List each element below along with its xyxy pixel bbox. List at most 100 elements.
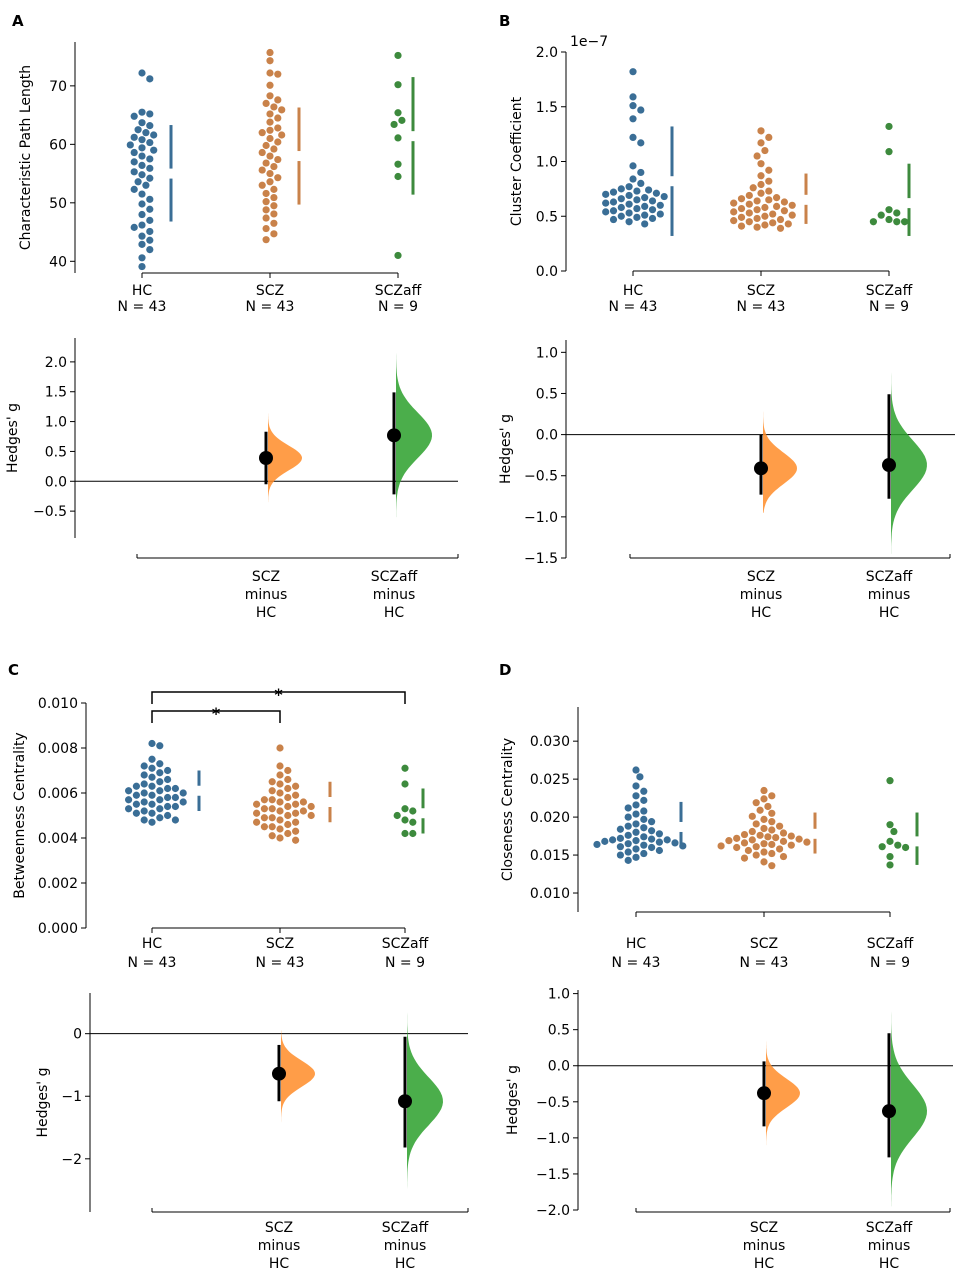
contrast-label: HC: [384, 605, 405, 621]
data-point-scz: [765, 196, 773, 204]
data-point-hc: [148, 809, 156, 817]
effect-y-tick-label: −2.0: [536, 1203, 570, 1219]
data-point-hc: [150, 131, 158, 139]
data-point-hc: [633, 196, 641, 204]
significance-bracket: [151, 691, 406, 704]
data-point-sczaff: [894, 841, 902, 849]
significance-bracket: [151, 710, 281, 723]
data-point-hc: [146, 236, 154, 244]
data-point-scz: [780, 198, 789, 206]
data-point-hc: [146, 110, 154, 118]
data-point-scz: [788, 211, 796, 219]
effect-size-point: [757, 1086, 771, 1101]
group-label: HC: [142, 936, 163, 952]
data-point-hc: [616, 834, 625, 842]
contrast-label: SCZaff: [866, 1220, 913, 1236]
data-point-scz: [307, 811, 315, 820]
data-point-hc: [601, 837, 609, 845]
bootstrap-distribution: [268, 412, 302, 503]
group-n-label: N = 43: [256, 955, 305, 971]
data-point-sczaff: [886, 777, 894, 785]
data-point-hc: [624, 848, 632, 856]
data-point-scz: [262, 99, 270, 108]
data-point-hc: [130, 223, 138, 231]
data-point-scz: [270, 185, 278, 193]
data-point-scz: [761, 212, 769, 220]
data-point-scz: [266, 48, 274, 57]
data-point-hc: [624, 804, 632, 812]
data-point-scz: [765, 177, 773, 185]
data-point-sczaff: [885, 122, 893, 131]
data-point-hc: [648, 843, 656, 852]
data-point-hc: [146, 216, 154, 224]
data-point-sczaff: [394, 160, 402, 168]
data-point-scz: [262, 198, 270, 206]
data-point-hc: [625, 200, 633, 208]
data-point-hc: [148, 800, 156, 808]
data-point-scz: [769, 219, 777, 227]
data-point-scz: [768, 826, 776, 834]
data-point-scz: [270, 193, 278, 202]
data-point-hc: [655, 830, 664, 838]
data-point-scz: [757, 189, 765, 197]
data-point-scz: [278, 106, 286, 114]
data-point-hc: [140, 771, 148, 779]
data-point-scz: [769, 210, 777, 218]
data-point-scz: [749, 184, 757, 192]
effect-size-point: [259, 451, 273, 465]
effect-y-tick-label: −1: [61, 1089, 82, 1105]
data-point-hc: [138, 119, 146, 127]
axis-multiplier: 1e−7: [570, 34, 608, 50]
contrast-label: minus: [384, 1238, 427, 1254]
data-point-hc: [138, 171, 146, 179]
data-point-hc: [633, 204, 641, 213]
data-point-hc: [640, 796, 648, 804]
data-point-scz: [740, 839, 749, 847]
data-point-scz: [276, 744, 284, 752]
data-point-hc: [632, 792, 640, 800]
effect-y-tick-label: 0.0: [536, 428, 558, 444]
y-tick-label: 0.010: [530, 886, 570, 902]
data-point-hc: [146, 164, 154, 172]
data-point-hc: [641, 202, 649, 210]
y-tick-label: 0.010: [38, 696, 78, 712]
data-point-scz: [772, 833, 780, 842]
data-point-scz: [258, 166, 266, 174]
data-point-hc: [629, 175, 637, 183]
data-point-hc: [156, 769, 164, 777]
data-point-scz: [276, 816, 284, 824]
data-point-scz: [752, 843, 760, 851]
data-point-hc: [652, 189, 661, 197]
y-tick-label: 0.000: [38, 921, 78, 937]
data-point-scz: [764, 802, 772, 811]
data-point-scz: [757, 139, 765, 147]
data-point-scz: [730, 199, 738, 207]
data-point-scz: [268, 805, 276, 813]
data-point-scz: [270, 210, 278, 218]
data-point-sczaff: [401, 805, 409, 813]
group-label: HC: [132, 283, 153, 299]
effect-size-point: [882, 458, 896, 473]
data-point-scz: [752, 820, 760, 828]
data-point-scz: [284, 820, 292, 829]
data-point-scz: [761, 146, 769, 155]
data-point-scz: [717, 842, 725, 850]
data-point-hc: [671, 839, 679, 847]
data-point-scz: [779, 829, 788, 837]
data-point-scz: [768, 809, 776, 817]
data-point-sczaff: [893, 218, 901, 226]
effect-y-tick-label: 0.0: [548, 1059, 570, 1075]
data-point-scz: [745, 191, 753, 200]
data-point-scz: [753, 197, 761, 205]
y-tick-label: 0.015: [530, 848, 570, 864]
data-point-scz: [776, 845, 784, 853]
data-point-hc: [640, 849, 648, 858]
effect-size-point: [272, 1066, 286, 1081]
data-point-scz: [745, 218, 753, 226]
group-n-label: N = 43: [737, 299, 786, 315]
data-point-hc: [632, 801, 640, 809]
data-point-scz: [292, 791, 300, 799]
data-point-sczaff: [394, 51, 402, 60]
data-point-scz: [760, 795, 768, 803]
